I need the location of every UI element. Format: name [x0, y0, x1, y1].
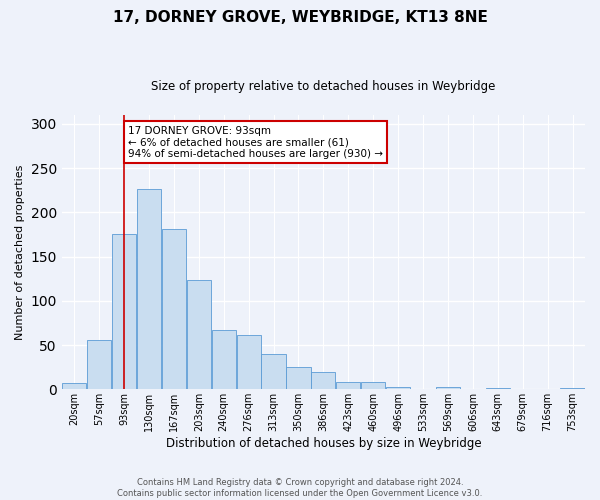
X-axis label: Distribution of detached houses by size in Weybridge: Distribution of detached houses by size …: [166, 437, 481, 450]
Bar: [262, 354, 286, 390]
Text: 17 DORNEY GROVE: 93sqm
← 6% of detached houses are smaller (61)
94% of semi-deta: 17 DORNEY GROVE: 93sqm ← 6% of detached …: [128, 126, 383, 159]
Bar: [137, 190, 161, 390]
Bar: [112, 234, 136, 390]
Text: Contains HM Land Registry data © Crown copyright and database right 2024.
Contai: Contains HM Land Registry data © Crown c…: [118, 478, 482, 498]
Bar: [336, 382, 361, 390]
Bar: [162, 229, 186, 390]
Bar: [386, 386, 410, 390]
Title: Size of property relative to detached houses in Weybridge: Size of property relative to detached ho…: [151, 80, 496, 93]
Bar: [87, 340, 111, 390]
Bar: [486, 388, 510, 390]
Bar: [212, 330, 236, 390]
Bar: [236, 336, 261, 390]
Bar: [311, 372, 335, 390]
Bar: [62, 383, 86, 390]
Bar: [286, 367, 311, 390]
Text: 17, DORNEY GROVE, WEYBRIDGE, KT13 8NE: 17, DORNEY GROVE, WEYBRIDGE, KT13 8NE: [113, 10, 487, 25]
Bar: [436, 386, 460, 390]
Bar: [187, 280, 211, 390]
Y-axis label: Number of detached properties: Number of detached properties: [15, 164, 25, 340]
Bar: [361, 382, 385, 390]
Bar: [560, 388, 584, 390]
